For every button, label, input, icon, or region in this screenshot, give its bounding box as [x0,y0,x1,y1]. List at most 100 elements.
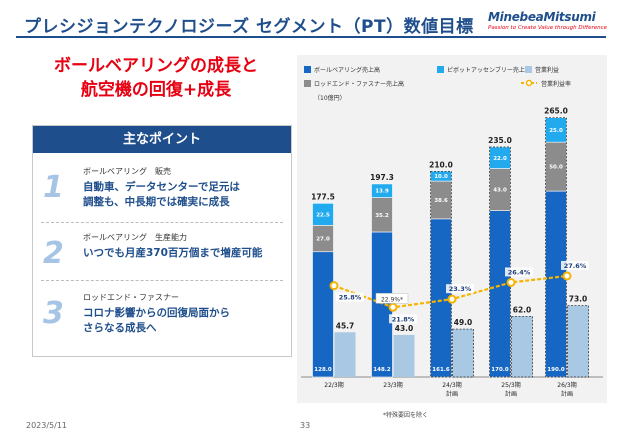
x-tick-label: 25/3期 [501,381,520,389]
profit-bar-label: 49.0 [454,318,473,327]
chart-panel: ボールベアリング売上高 ピボットアッセンブリー売上高 営業利益 ロッドエンド・ファスナ… [297,55,607,403]
margin-label-bg [505,267,533,277]
bar-segment-0-1 [371,231,393,378]
headline: ボールベアリングの成長と 航空機の回復+成長 [32,54,280,102]
profit-bar-2 [452,329,474,377]
bar-segment-2-1 [371,183,393,198]
bar-segment-label: 27.0 [316,237,330,243]
bar-total-label: 265.0 [544,107,568,116]
x-tick-sublabel: 計画 [446,390,458,398]
legend-ball-bearing-swatch [304,66,311,73]
x-tick-sublabel: 計画 [561,390,573,398]
margin-point-4 [562,271,572,281]
legend-operating-income-label: 営業利益 [535,66,559,74]
margin-label: 25.8% [339,294,362,302]
point-description-line-1: いつでも月産370百万個まで増産可能 [83,247,263,259]
key-points-box: 主なポイント 1 ボールベアリング 販売 自動車、データセンターで足元は 調整も… [32,125,292,357]
point-description: いつでも月産370百万個まで増産可能 [83,246,262,261]
point-category: ボールベアリング 販売 [83,167,171,176]
x-tick-label: 23/3期 [383,381,402,389]
profit-bar-label: 45.7 [336,321,355,330]
profit-bar-label: 62.0 [513,305,532,314]
plan-outline-profit [452,328,474,378]
point-number: 2 [43,236,64,271]
profit-bar-label: 43.0 [395,324,414,333]
profit-bar-4 [567,305,589,377]
plan-outline-stack [489,146,511,378]
slide-title: プレシジョンテクノロジーズ セグメント（PT）数値目標 [24,17,474,37]
legend-operating-margin-label: 営業利益率 [541,80,571,88]
x-tick-label: 24/3期 [442,381,461,389]
plan-outline-profit [511,315,533,378]
bar-segment-label: 38.6 [434,198,448,204]
plan-outline-profit [567,305,589,378]
bar-total-label: 197.3 [370,173,394,182]
margin-label: 27.6% [564,262,587,270]
margin-point-1 [388,302,398,312]
bar-segment-label: 13.9 [375,189,389,195]
legend-operating-income-swatch [525,66,532,73]
margin-label-bg [336,292,364,302]
margin-label-bg [446,284,474,294]
point-description-line-2: 調整も、中長期では確実に成長 [83,196,230,208]
key-points-heading: 主なポイント [33,126,291,153]
point-description-line-1: コロナ影響からの回復局面から [83,307,230,319]
margin-label-bg [389,314,417,324]
plan-outline-stack [430,170,452,378]
bar-segment-label: 161.6 [432,367,450,373]
bar-segment-0-3 [489,210,511,378]
legend-operating-margin-marker [525,79,533,87]
bar-segment-label: 50.0 [549,165,563,171]
point-divider [41,280,283,281]
footnote: *特殊要因を除く [383,412,429,419]
bar-segment-label: 10.0 [434,174,448,180]
slide-date: 2023/5/11 [26,421,68,430]
point-number: 1 [43,170,64,205]
profit-bar-label: 73.0 [569,295,588,304]
bar-segment-label: 43.0 [493,188,507,194]
bar-total-label: 177.5 [311,192,335,201]
logo-wordmark: MinebeaMitsumi [488,10,596,24]
page-number: 33 [300,421,311,430]
x-tick-label: 26/3期 [557,381,576,389]
point-description: 自動車、データセンターで足元は 調整も、中長期では確実に成長 [83,180,240,210]
bar-segment-label: 170.0 [491,367,509,373]
headline-line-1: ボールベアリングの成長と [54,56,258,76]
bar-segment-label: 25.0 [549,128,563,134]
segment-chart: ボールベアリング売上高 ピボットアッセンブリー売上高 営業利益ロッドエンド・ファスナ… [301,66,603,398]
bar-total-label: 210.0 [429,160,453,169]
legend-rod-end-fastener-swatch [304,80,311,87]
bar-segment-label: 22.5 [316,212,330,218]
special-margin-label: 22.9%* [381,296,403,303]
legend-rod-end-fastener-label: ロッドエンド・ファスナー売上高 [314,80,404,88]
bar-segment-label: 190.0 [547,367,565,373]
point-divider [41,222,283,223]
bar-segment-label: 22.0 [493,156,507,162]
point-number: 3 [43,296,64,331]
profit-bar-1 [393,334,415,377]
bar-segment-label: 35.2 [375,213,389,219]
legend-ball-bearing-label: ボールベアリング売上高 [314,66,380,74]
bar-total-label: 235.0 [488,136,512,145]
margin-point-0 [329,281,339,291]
profit-bar-0 [334,332,356,377]
bar-segment-0-0 [312,251,334,378]
title-underline [16,36,606,38]
profit-bar-3 [511,316,533,377]
point-category: ロッドエンド・ファスナー [83,293,179,302]
margin-point-3 [506,277,516,287]
point-description-line-1: 自動車、データセンターで足元は [83,181,240,193]
bar-segment-label: 128.0 [314,367,332,373]
margin-label: 26.4% [508,268,531,276]
logo-tagline: Passion to Create Value through Differen… [488,25,608,31]
bar-segment-2-0 [312,203,334,226]
point-category: ボールベアリング 生産能力 [83,233,187,242]
headline-line-2: 航空機の回復+成長 [80,80,232,100]
margin-point-2 [447,294,457,304]
point-description-line-2: さらなる成長へ [83,322,157,334]
bar-segment-0-4 [545,190,567,378]
margin-label: 23.3% [449,285,472,293]
point-description: コロナ影響からの回復局面から さらなる成長へ [83,306,230,336]
legend-pivot-assembly-swatch [437,66,444,73]
special-margin-box [375,293,409,304]
